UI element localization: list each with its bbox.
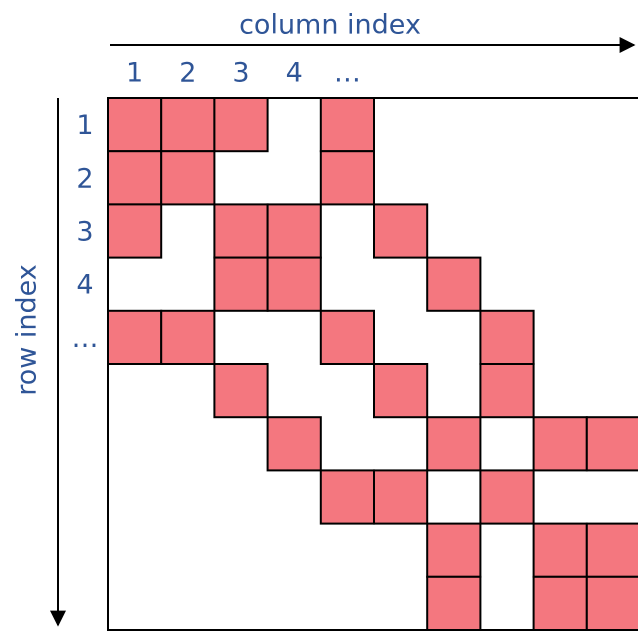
nonzero-cell [319, 309, 375, 365]
nonzero-cell [107, 97, 163, 153]
nonzero-cell [213, 363, 269, 419]
row-tick-label: 1 [76, 110, 93, 141]
nonzero-cell [107, 309, 163, 365]
nonzero-cell [373, 363, 429, 419]
nonzero-cell [426, 416, 482, 472]
matrix-border [107, 97, 638, 631]
nonzero-cell [266, 203, 322, 259]
row-tick-label: 4 [76, 270, 93, 301]
nonzero-cell [160, 150, 216, 206]
column-tick-label: 4 [286, 58, 303, 89]
nonzero-cell [532, 416, 588, 472]
nonzero-cell [107, 150, 163, 206]
nonzero-cell [373, 203, 429, 259]
nonzero-cell [319, 97, 375, 153]
nonzero-cell [373, 469, 429, 525]
column-tick-label: 1 [126, 58, 143, 89]
nonzero-cell [532, 575, 588, 631]
column-tick-label: … [334, 58, 361, 89]
nonzero-cell [266, 256, 322, 312]
nonzero-cell [266, 416, 322, 472]
nonzero-cell [585, 416, 638, 472]
row-tick-label: 3 [76, 217, 93, 248]
nonzero-cell [585, 522, 638, 578]
nonzero-cell [319, 469, 375, 525]
nonzero-cell [585, 575, 638, 631]
tick-labels: 1 2 3 4 … 1 2 3 4 … [72, 58, 361, 354]
nonzero-cell [479, 469, 535, 525]
row-tick-label: 2 [76, 163, 93, 194]
nonzero-cell [479, 309, 535, 365]
nonzero-cell [479, 363, 535, 419]
nonzero-cell [532, 522, 588, 578]
column-tick-label: 2 [179, 58, 196, 89]
column-tick-label: 3 [232, 58, 249, 89]
row-tick-label: … [72, 323, 99, 354]
row-axis-label: row index [12, 264, 43, 396]
nonzero-cell [319, 150, 375, 206]
matrix-cells [107, 97, 638, 631]
nonzero-cell [426, 522, 482, 578]
nonzero-cell [160, 97, 216, 153]
nonzero-cell [213, 97, 269, 153]
nonzero-cell [160, 309, 216, 365]
nonzero-cell [213, 256, 269, 312]
nonzero-cell [107, 203, 163, 259]
nonzero-cell [213, 203, 269, 259]
nonzero-cell [426, 256, 482, 312]
column-axis-label: column index [239, 10, 421, 41]
nonzero-cell [426, 575, 482, 631]
